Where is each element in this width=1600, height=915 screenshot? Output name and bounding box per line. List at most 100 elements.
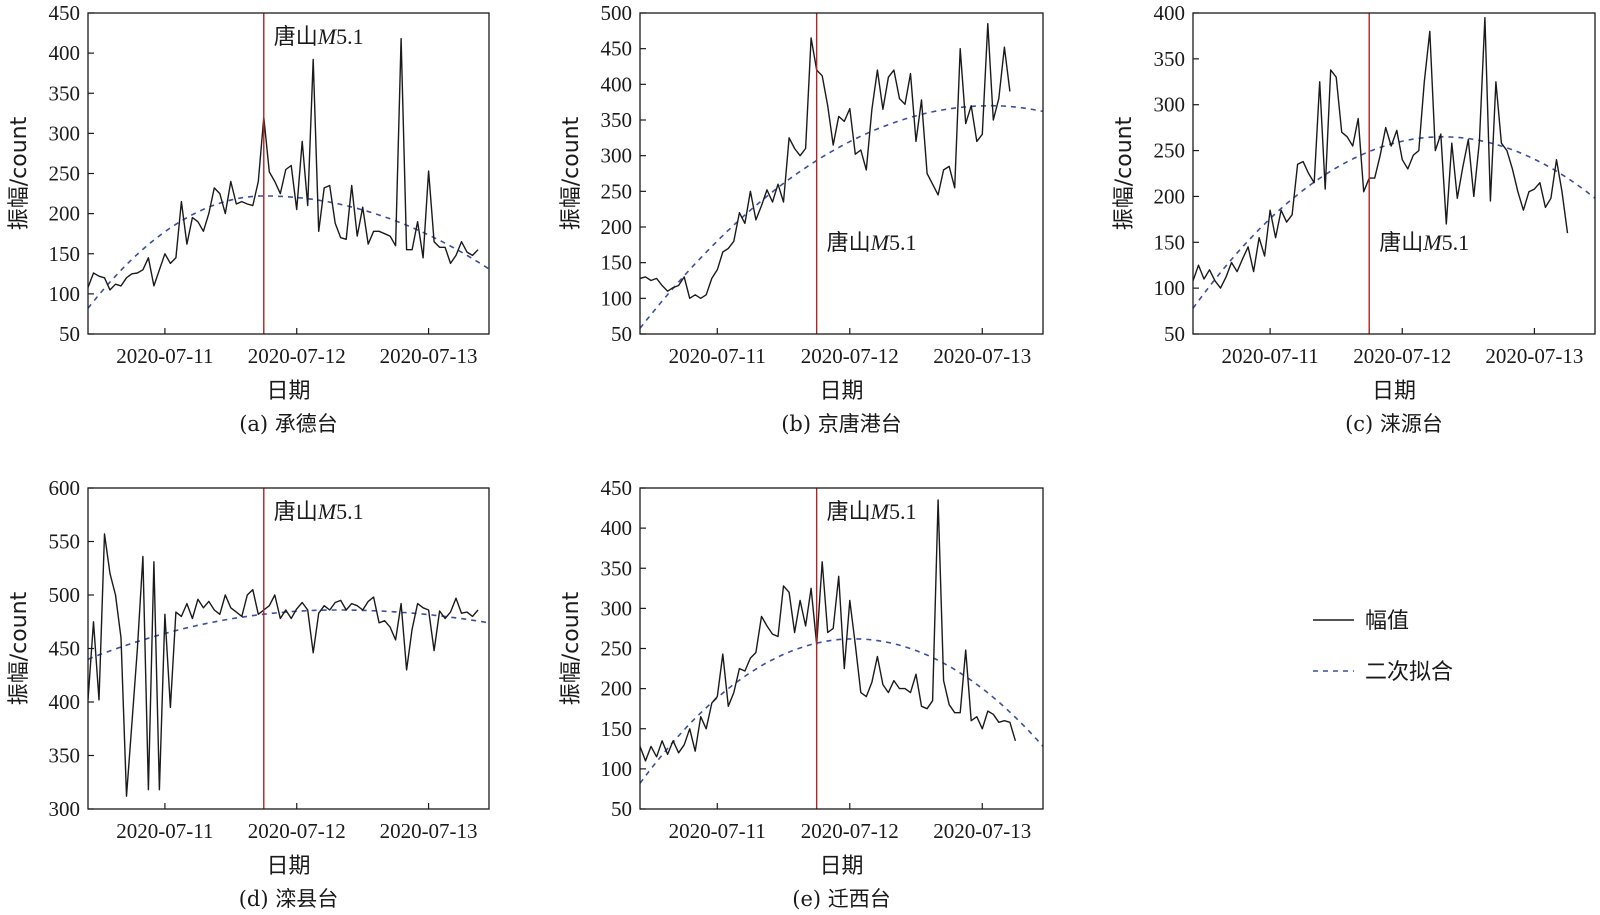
y-tick-label: 400 bbox=[49, 690, 81, 714]
x-tick-label: 2020-07-12 bbox=[801, 344, 899, 368]
amplitude-line-d bbox=[88, 533, 479, 797]
panel-caption-a: (a) 承德台 bbox=[239, 412, 338, 436]
y-axis-title: 振幅/count bbox=[7, 591, 32, 705]
plot-frame bbox=[639, 12, 1044, 335]
y-tick-label: 300 bbox=[49, 121, 81, 145]
y-tick-label: 150 bbox=[1154, 230, 1186, 254]
y-tick-label: 550 bbox=[49, 530, 81, 554]
y-tick-label: 350 bbox=[1154, 47, 1186, 71]
amplitude-line-e bbox=[640, 499, 1017, 762]
y-tick-label: 50 bbox=[611, 322, 632, 346]
x-tick-label: 2020-07-12 bbox=[248, 819, 346, 843]
panel-b: 50 100 150 200 250 300 350 400 450 500 2020-07-11 2… bbox=[559, 1, 1044, 436]
x-axis-title: 日期 bbox=[819, 379, 863, 404]
y-tick-label: 100 bbox=[601, 757, 633, 781]
fit-line-e bbox=[640, 638, 1043, 784]
y-tick-label: 600 bbox=[49, 476, 81, 500]
y-tick-label: 100 bbox=[601, 286, 633, 310]
panel-caption-b: (b) 京唐港台 bbox=[781, 412, 902, 436]
y-tick-label: 200 bbox=[601, 677, 633, 701]
y-axis-title: 振幅/count bbox=[559, 591, 584, 705]
panel-caption-e: (e) 迁西台 bbox=[792, 887, 891, 911]
y-tick-label: 450 bbox=[49, 1, 81, 25]
x-tick-label: 2020-07-11 bbox=[669, 344, 766, 368]
event-annotation-d: 唐山M5.1 bbox=[274, 499, 364, 525]
x-tick-label: 2020-07-11 bbox=[116, 344, 213, 368]
x-tick-label: 2020-07-12 bbox=[801, 819, 899, 843]
amplitude-line-c bbox=[1193, 16, 1569, 289]
y-tick-label: 400 bbox=[601, 72, 633, 96]
x-tick-label: 2020-07-11 bbox=[1221, 344, 1318, 368]
y-tick-label: 300 bbox=[1154, 93, 1186, 117]
fit-line-b bbox=[640, 104, 1043, 329]
x-tick-label: 2020-07-13 bbox=[933, 344, 1031, 368]
x-tick-label: 2020-07-12 bbox=[248, 344, 346, 368]
x-axis-title: 日期 bbox=[266, 379, 310, 404]
fit-line-d bbox=[88, 609, 489, 660]
event-annotation-b: 唐山M5.1 bbox=[827, 230, 917, 256]
panel-c: 50 100 150 200 250 300 350 400 2020-07-11 2020-07… bbox=[1112, 1, 1596, 436]
event-annotation-c: 唐山M5.1 bbox=[1379, 230, 1469, 256]
amplitude-line-b bbox=[640, 23, 1011, 299]
y-axis-title: 振幅/count bbox=[559, 116, 584, 230]
y-tick-label: 350 bbox=[601, 108, 633, 132]
y-tick-label: 50 bbox=[59, 322, 80, 346]
y-tick-label: 50 bbox=[1164, 322, 1185, 346]
legend-fit-label: 二次拟合 bbox=[1365, 660, 1453, 685]
y-tick-label: 400 bbox=[49, 41, 81, 65]
panels: 50 100 150 200 250 300 350 400 450 2020-07-11 2020… bbox=[7, 1, 1596, 911]
y-tick-label: 150 bbox=[601, 251, 633, 275]
y-tick-label: 200 bbox=[49, 202, 81, 226]
x-axis-title: 日期 bbox=[1372, 379, 1416, 404]
x-axis-title: 日期 bbox=[266, 854, 310, 879]
y-tick-label: 300 bbox=[601, 596, 633, 620]
y-tick-label: 150 bbox=[49, 242, 81, 266]
y-tick-label: 450 bbox=[601, 37, 633, 61]
y-axis-title: 振幅/count bbox=[1112, 116, 1137, 230]
y-tick-label: 400 bbox=[1154, 1, 1186, 25]
y-tick-label: 150 bbox=[601, 717, 633, 741]
y-tick-label: 300 bbox=[49, 797, 81, 821]
panel-caption-d: (d) 滦县台 bbox=[239, 887, 339, 911]
y-tick-label: 50 bbox=[611, 797, 632, 821]
y-tick-label: 350 bbox=[49, 81, 81, 105]
legend: 幅值 二次拟合 bbox=[1313, 609, 1453, 685]
x-tick-label: 2020-07-13 bbox=[380, 819, 478, 843]
y-tick-label: 450 bbox=[49, 637, 81, 661]
y-tick-label: 350 bbox=[601, 556, 633, 580]
plot-frame bbox=[87, 12, 490, 335]
y-tick-label: 350 bbox=[49, 744, 81, 768]
event-annotation-a: 唐山M5.1 bbox=[274, 24, 364, 50]
y-tick-label: 200 bbox=[601, 215, 633, 239]
panel-e: 50 100 150 200 250 300 350 400 450 2020-07-11 2020… bbox=[559, 476, 1044, 911]
panel-caption-c: (c) 涞源台 bbox=[1345, 412, 1443, 436]
y-axis-title: 振幅/count bbox=[7, 116, 32, 230]
x-tick-label: 2020-07-11 bbox=[669, 819, 766, 843]
y-tick-label: 250 bbox=[601, 637, 633, 661]
y-tick-label: 100 bbox=[49, 282, 81, 306]
y-tick-label: 250 bbox=[49, 162, 81, 186]
amplitude-line-a bbox=[88, 38, 479, 291]
y-tick-label: 400 bbox=[601, 516, 633, 540]
y-tick-label: 200 bbox=[1154, 184, 1186, 208]
y-tick-label: 500 bbox=[49, 583, 81, 607]
x-axis-title: 日期 bbox=[819, 854, 863, 879]
y-tick-label: 100 bbox=[1154, 276, 1186, 300]
x-tick-label: 2020-07-12 bbox=[1353, 344, 1451, 368]
panel-d: 300 350 400 450 500 550 600 2020-07-11 2020-07-1… bbox=[7, 476, 490, 911]
y-tick-label: 450 bbox=[601, 476, 633, 500]
y-tick-label: 250 bbox=[601, 179, 633, 203]
x-tick-label: 2020-07-13 bbox=[380, 344, 478, 368]
plot-frame bbox=[1192, 12, 1596, 335]
x-tick-label: 2020-07-13 bbox=[933, 819, 1031, 843]
plot-frame bbox=[639, 487, 1044, 810]
legend-amplitude-label: 幅值 bbox=[1365, 609, 1409, 634]
y-tick-label: 300 bbox=[601, 144, 633, 168]
x-tick-label: 2020-07-11 bbox=[116, 819, 213, 843]
plot-frame bbox=[87, 487, 490, 810]
event-annotation-e: 唐山M5.1 bbox=[827, 499, 917, 525]
panel-a: 50 100 150 200 250 300 350 400 450 2020-07-11 2020… bbox=[7, 1, 490, 436]
x-tick-label: 2020-07-13 bbox=[1485, 344, 1583, 368]
y-tick-label: 500 bbox=[601, 1, 633, 25]
